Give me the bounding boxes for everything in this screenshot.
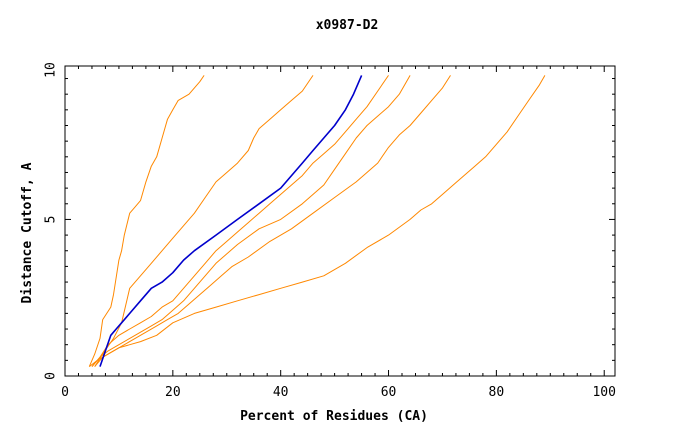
x-tick-label: 0 [61, 385, 69, 400]
series-line-model-e [91, 75, 411, 367]
series-line-model-d [91, 75, 389, 367]
x-tick-label: 80 [489, 385, 505, 400]
series-line-model-g [88, 75, 546, 367]
y-axis-label: Distance Cutoff, A [20, 162, 35, 303]
y-tick-label: 5 [44, 216, 59, 224]
axis-layer: 0 20 40 60 80 100 0 5 10 [44, 62, 616, 400]
x-tick-label: 20 [165, 385, 181, 400]
series-line-model-a [88, 75, 205, 367]
series-line-model-f [94, 75, 451, 367]
y-tick-label: 0 [44, 372, 59, 380]
x-tick-label: 100 [592, 385, 615, 400]
series-line-model-b [94, 75, 314, 367]
plot-frame [64, 65, 616, 377]
series-layer [88, 75, 546, 367]
series-line-model-c [99, 75, 363, 367]
chart-title: x0987-D2 [316, 18, 379, 33]
x-tick-label: 40 [273, 385, 289, 400]
y-tick-label: 10 [44, 62, 59, 78]
x-tick-label: 60 [381, 385, 397, 400]
x-axis-label: Percent of Residues (CA) [240, 409, 428, 424]
